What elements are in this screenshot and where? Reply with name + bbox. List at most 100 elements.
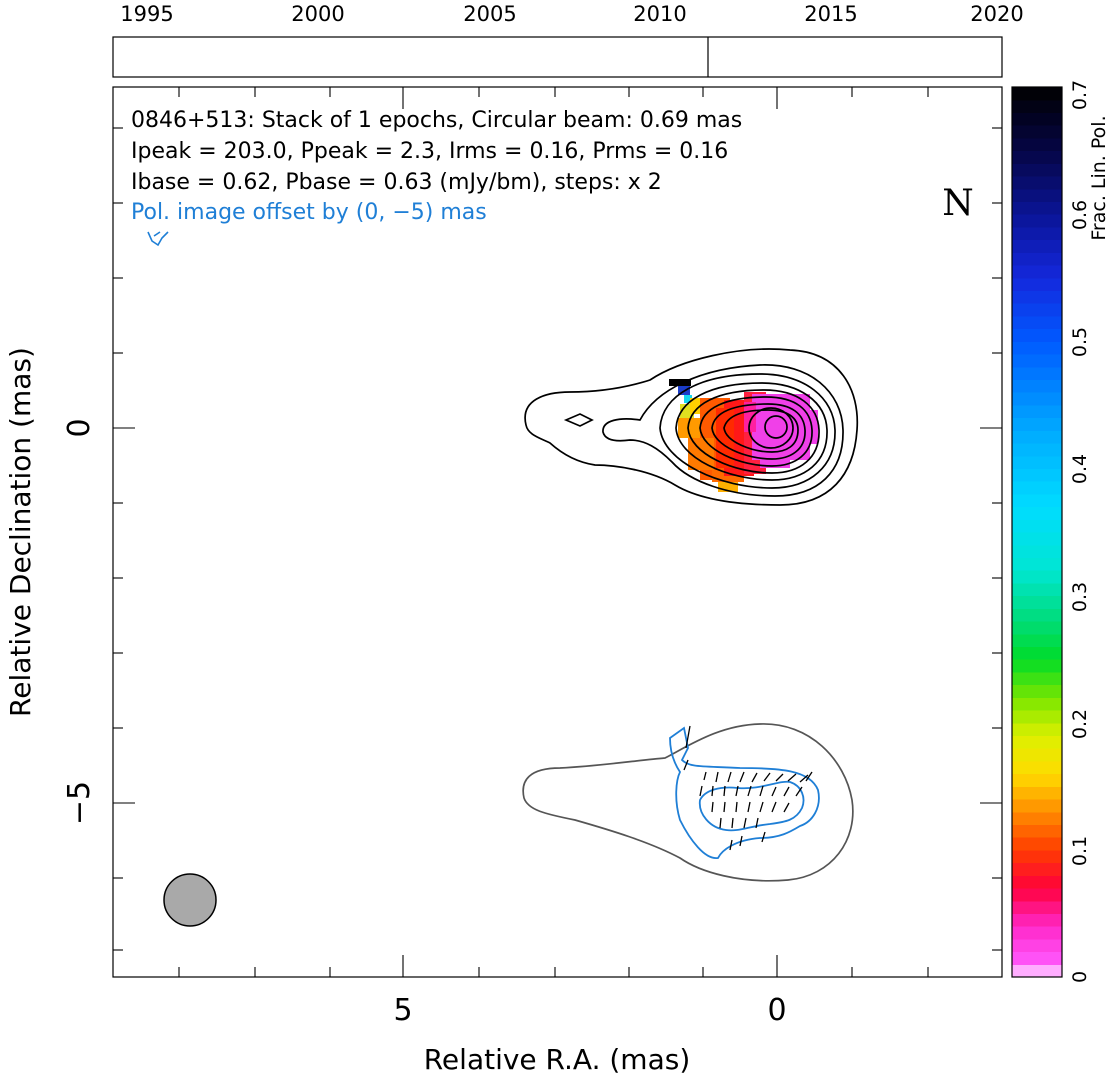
frac-pol-map bbox=[669, 379, 818, 492]
colorbar-band bbox=[1012, 328, 1062, 342]
colorbar-band bbox=[1012, 646, 1062, 660]
colorbar-band bbox=[1012, 608, 1062, 622]
colorbar-band bbox=[1012, 430, 1062, 444]
colorbar-band bbox=[1012, 341, 1062, 355]
colorbar-band bbox=[1012, 570, 1062, 584]
timeline: 1995 2000 2005 2010 2015 2020 bbox=[112, 2, 1024, 78]
plot-area: 5 0 0 −5 Relative R.A. (mas) Relative De… bbox=[4, 86, 1003, 1076]
y-tick-label: −5 bbox=[62, 781, 97, 825]
stokes-i-contour bbox=[675, 382, 828, 481]
pol-pixel bbox=[760, 460, 790, 468]
colorbar-band bbox=[1012, 290, 1062, 304]
timeline-year: 2000 bbox=[291, 2, 344, 26]
pol-intensity-contour-outer bbox=[669, 726, 820, 859]
timeline-year: 2010 bbox=[633, 2, 686, 26]
axis-ticks bbox=[113, 87, 1002, 977]
pol-pixel bbox=[669, 379, 691, 386]
small-pol-contour bbox=[147, 231, 169, 247]
colorbar-band bbox=[1012, 239, 1062, 253]
colorbar-band bbox=[1012, 748, 1062, 762]
pol-pixel bbox=[744, 402, 756, 432]
colorbar-band bbox=[1012, 938, 1062, 953]
colorbar-band bbox=[1012, 926, 1062, 940]
colorbar-band bbox=[1012, 379, 1062, 393]
colorbar-band bbox=[1012, 799, 1062, 813]
colorbar-band bbox=[1012, 735, 1062, 749]
stokes-i-contour bbox=[563, 413, 594, 427]
colorbar-band bbox=[1012, 417, 1062, 431]
colorbar-band bbox=[1012, 252, 1062, 266]
colorbar-band bbox=[1012, 303, 1062, 317]
colorbar-band bbox=[1012, 773, 1062, 787]
colorbar-band bbox=[1012, 760, 1062, 775]
colorbar-band bbox=[1012, 443, 1062, 457]
offset-pol-image bbox=[522, 723, 854, 882]
colorbar-band bbox=[1012, 722, 1062, 737]
colorbar-band bbox=[1012, 532, 1062, 546]
header-line-2: Ipeak = 203.0, Ppeak = 2.3, Irms = 0.16,… bbox=[131, 139, 728, 164]
colorbar-band bbox=[1012, 951, 1062, 965]
timeline-year: 2015 bbox=[804, 2, 857, 26]
colorbar-band bbox=[1012, 888, 1062, 902]
colorbar-band bbox=[1012, 277, 1062, 292]
colorbar-band bbox=[1012, 392, 1062, 406]
pol-pixel bbox=[684, 395, 692, 403]
colorbar-band bbox=[1012, 837, 1062, 851]
header-line-1: 0846+513: Stack of 1 epochs, Circular be… bbox=[131, 108, 742, 133]
colorbar-band bbox=[1012, 633, 1062, 648]
x-axis-title: Relative R.A. (mas) bbox=[424, 1043, 691, 1076]
evpa-vectors bbox=[683, 725, 813, 851]
x-tick-label: 5 bbox=[393, 993, 412, 1028]
offset-stokes-i-contour bbox=[522, 723, 854, 882]
colorbar-band bbox=[1012, 481, 1062, 495]
timeline-frame bbox=[112, 36, 1003, 78]
colorbar-band bbox=[1012, 710, 1062, 724]
colorbar-gradient bbox=[1012, 87, 1062, 978]
y-axis-title: Relative Declination (mas) bbox=[4, 347, 37, 717]
colorbar-band bbox=[1012, 786, 1062, 800]
colorbar-band bbox=[1012, 112, 1062, 126]
colorbar-band bbox=[1012, 99, 1062, 114]
colorbar-band bbox=[1012, 226, 1062, 241]
colorbar-band bbox=[1012, 900, 1062, 915]
colorbar-tick-label: 0.1 bbox=[1069, 836, 1091, 866]
colorbar-tick-label: 0.6 bbox=[1069, 200, 1091, 230]
colorbar-band bbox=[1012, 137, 1062, 152]
colorbar-title: Frac. Lin. Pol. bbox=[1088, 115, 1110, 240]
colorbar-band bbox=[1012, 265, 1062, 279]
stokes-i-contour bbox=[602, 364, 844, 497]
colorbar-band bbox=[1012, 849, 1062, 864]
stokes-i-contour bbox=[699, 396, 813, 467]
plot-frame bbox=[112, 86, 1003, 978]
timeline-year: 2005 bbox=[463, 2, 516, 26]
colorbar-band bbox=[1012, 621, 1062, 635]
pol-pixel bbox=[678, 418, 700, 438]
stokes-i-contour bbox=[723, 409, 799, 453]
colorbar-tick-label: 0.5 bbox=[1069, 327, 1091, 357]
colorbar-band bbox=[1012, 163, 1062, 177]
colorbar-band bbox=[1012, 506, 1062, 520]
x-tick-label: 0 bbox=[767, 993, 786, 1028]
colorbar-band bbox=[1012, 214, 1062, 228]
colorbar-band bbox=[1012, 87, 1062, 101]
colorbar-band bbox=[1012, 811, 1062, 826]
stokes-i-contour bbox=[764, 415, 788, 439]
colorbar-band bbox=[1012, 659, 1062, 673]
stokes-i-contour bbox=[524, 348, 859, 506]
colorbar-band bbox=[1012, 315, 1062, 330]
colorbar-band bbox=[1012, 366, 1062, 381]
colorbar-band bbox=[1012, 201, 1062, 215]
colorbar-band bbox=[1012, 862, 1062, 876]
colorbar-band bbox=[1012, 557, 1062, 571]
y-tick-label: 0 bbox=[62, 418, 97, 437]
header-line-3: Ibase = 0.62, Pbase = 0.63 (mJy/bm), ste… bbox=[131, 170, 662, 195]
colorbar-band bbox=[1012, 519, 1062, 533]
colorbar-band bbox=[1012, 964, 1062, 978]
stokes-i-contour bbox=[687, 389, 820, 474]
colorbar-band bbox=[1012, 684, 1062, 698]
colorbar-band bbox=[1012, 595, 1062, 609]
colorbar-tick-label: 0.4 bbox=[1069, 454, 1091, 484]
colorbar-tick-label: 0 bbox=[1069, 971, 1091, 983]
stokes-i-contours bbox=[524, 348, 859, 506]
